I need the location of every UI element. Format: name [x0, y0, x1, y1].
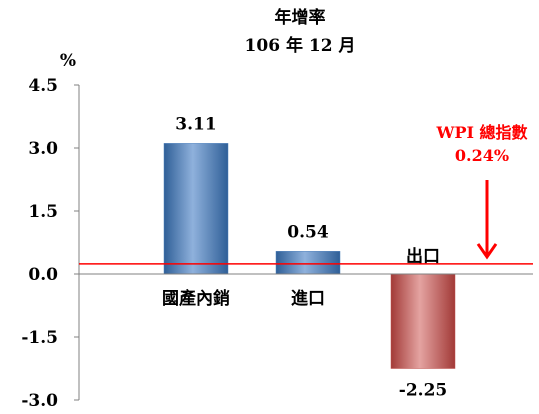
y-axis-label: %: [60, 51, 76, 71]
down-arrow-icon: [476, 180, 498, 260]
chart-title: 年增率: [275, 7, 326, 28]
bar: [390, 273, 456, 369]
value-labels: 3.11 0.54 -2.25: [175, 114, 447, 400]
y-tick-label: -3.0: [21, 391, 58, 411]
reference-line-value: 0.24%: [455, 146, 509, 165]
value-label: 3.11: [175, 114, 216, 134]
value-label: 0.54: [287, 222, 329, 242]
y-tick-label: 4.5: [28, 76, 58, 96]
arrow-head: [476, 243, 498, 260]
bar: [163, 143, 229, 275]
y-tick-label: 1.5: [28, 202, 58, 222]
value-label: -2.25: [399, 381, 447, 401]
bar: [275, 251, 341, 275]
chart-subtitle: 106 年 12 月: [245, 35, 356, 56]
category-label: 國產內銷: [162, 288, 230, 309]
y-tick-label: 3.0: [28, 139, 58, 159]
category-labels: 國產內銷 進口 出口: [162, 246, 440, 309]
y-tick-label: -1.5: [21, 328, 58, 348]
reference-line-label: WPI 總指數: [435, 123, 527, 142]
y-tick-label: 0.0: [28, 265, 58, 285]
category-label: 出口: [406, 246, 440, 267]
y-axis-ticks: 4.5 3.0 1.5 0.0 -1.5 -3.0: [21, 76, 79, 411]
category-label: 進口: [291, 289, 325, 309]
